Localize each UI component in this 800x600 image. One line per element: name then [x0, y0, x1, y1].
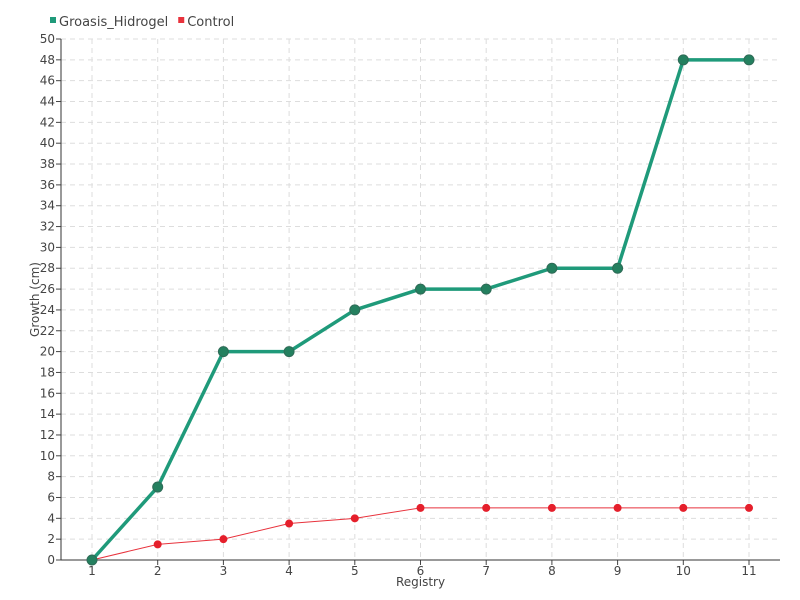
legend-label: Control — [187, 15, 234, 30]
x-tick-label: 9 — [614, 564, 622, 578]
legend-swatch — [178, 17, 185, 23]
y-tick-label: 0 — [47, 553, 55, 567]
y-tick-label: 42 — [40, 115, 55, 129]
y-axis-title: Growth (cm) — [28, 262, 42, 337]
x-tick-label: 7 — [482, 564, 490, 578]
y-tick-label: 22 — [40, 324, 55, 338]
data-point-control — [416, 503, 425, 512]
data-point-control — [613, 503, 622, 512]
x-tick-label: 1 — [88, 564, 96, 578]
axes: 0246810121416182022242628303234363840424… — [40, 32, 780, 578]
data-point-groasis_hidrogel — [283, 346, 295, 358]
y-tick-label: 44 — [40, 95, 55, 109]
x-axis-title: Registry — [396, 575, 445, 589]
y-tick-label: 46 — [40, 74, 55, 88]
y-tick-label: 10 — [40, 449, 55, 463]
y-tick-label: 18 — [40, 365, 55, 379]
data-point-groasis_hidrogel — [349, 304, 361, 316]
data-point-groasis_hidrogel — [677, 54, 689, 66]
y-tick-label: 24 — [40, 303, 55, 317]
data-point-control — [679, 503, 688, 512]
y-tick-label: 32 — [40, 220, 55, 234]
data-point-control — [219, 535, 228, 544]
x-tick-label: 2 — [154, 564, 162, 578]
y-tick-label: 6 — [47, 490, 55, 504]
x-tick-label: 10 — [676, 564, 691, 578]
y-tick-label: 50 — [40, 32, 55, 46]
y-tick-label: 20 — [40, 345, 55, 359]
y-tick-label: 4 — [47, 511, 55, 525]
x-tick-label: 8 — [548, 564, 556, 578]
y-tick-label: 36 — [40, 178, 55, 192]
y-tick-label: 38 — [40, 157, 55, 171]
data-point-control — [745, 503, 753, 512]
data-point-control — [285, 519, 294, 528]
grid-lines — [61, 38, 780, 560]
y-tick-label: 16 — [40, 386, 55, 400]
data-point-control — [153, 540, 162, 549]
data-point-groasis_hidrogel — [86, 554, 98, 566]
x-tick-label: 5 — [351, 564, 359, 578]
data-point-groasis_hidrogel — [217, 346, 229, 358]
y-tick-label: 8 — [47, 470, 55, 484]
x-tick-label: 4 — [285, 564, 293, 578]
data-point-groasis_hidrogel — [612, 262, 624, 274]
x-tick-label: 3 — [220, 564, 228, 578]
data-point-groasis_hidrogel — [415, 283, 426, 295]
series-lines — [86, 54, 755, 566]
x-tick-label: 11 — [741, 564, 756, 578]
data-point-groasis_hidrogel — [152, 481, 164, 493]
data-point-control — [482, 503, 491, 512]
legend: Groasis_Hidrogel Control — [50, 15, 234, 30]
data-point-groasis_hidrogel — [743, 54, 755, 66]
y-tick-label: 26 — [40, 282, 55, 296]
y-tick-label: 34 — [40, 199, 55, 213]
y-tick-label: 2 — [47, 532, 55, 546]
y-tick-label: 30 — [40, 240, 55, 254]
y-tick-label: 28 — [40, 261, 55, 275]
y-tick-label: 48 — [40, 53, 55, 67]
data-point-control — [350, 514, 359, 523]
legend-swatch — [50, 17, 56, 23]
legend-label: Groasis_Hidrogel — [59, 15, 168, 30]
y-tick-label: 14 — [40, 407, 55, 421]
data-point-control — [547, 503, 556, 512]
data-point-groasis_hidrogel — [480, 283, 492, 295]
data-point-groasis_hidrogel — [546, 262, 558, 274]
x-tick-label: 6 — [417, 564, 425, 578]
y-tick-label: 12 — [40, 428, 55, 442]
y-tick-label: 40 — [40, 136, 55, 150]
